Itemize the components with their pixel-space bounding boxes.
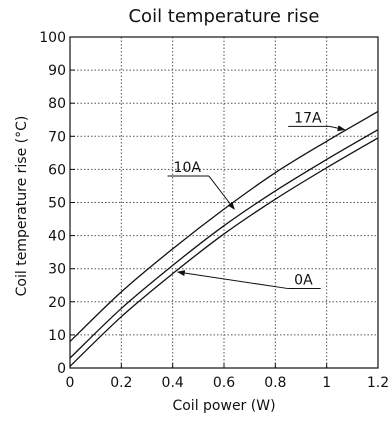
y-tick-label: 30 (48, 262, 66, 278)
y-tick-label: 70 (48, 129, 66, 145)
y-tick-label: 10 (48, 328, 66, 344)
y-tick-label: 100 (39, 30, 66, 46)
y-tick-label: 40 (48, 229, 66, 245)
y-tick-label: 90 (48, 63, 66, 79)
annotation-leader-arrow (208, 175, 235, 210)
series-line-10a (69, 129, 379, 359)
x-tick-label: 0.4 (162, 375, 184, 391)
x-tick-label: 1 (322, 375, 331, 391)
y-tick-label: 80 (48, 96, 66, 112)
x-axis-title: Coil power (W) (172, 398, 276, 414)
y-tick-label: 60 (48, 162, 66, 178)
y-tick-label: 0 (57, 361, 66, 377)
x-tick-label: 0.2 (110, 375, 132, 391)
y-tick-label: 50 (48, 196, 66, 212)
series-line-17a (69, 110, 379, 342)
annotation-label-10a: 10A (174, 160, 202, 176)
x-tick-label: 0.8 (264, 375, 286, 391)
series-line-0a (69, 137, 379, 367)
x-tick-label: 1.2 (367, 375, 388, 391)
annotation-leader-arrow (329, 125, 346, 132)
y-tick-label: 20 (48, 295, 66, 311)
x-tick-label: 0 (66, 375, 75, 391)
x-tick-label: 0.6 (213, 375, 235, 391)
annotation-label-0a: 0A (294, 273, 313, 289)
annotation-label-17a: 17A (294, 110, 322, 126)
chart-title: Coil temperature rise (128, 6, 320, 27)
annotation-leader-arrow (176, 270, 289, 290)
